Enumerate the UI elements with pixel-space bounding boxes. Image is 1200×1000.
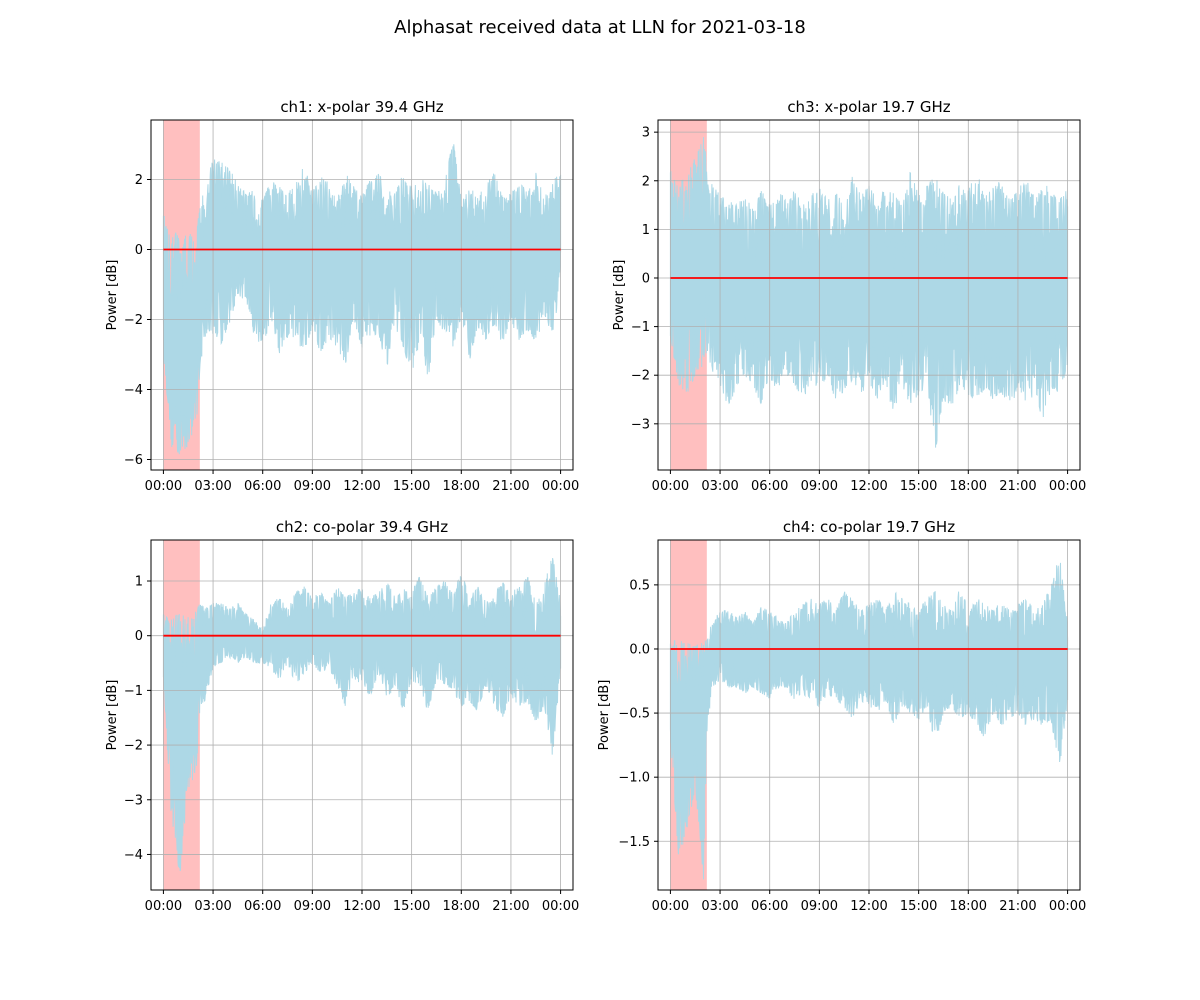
y-tick-label: −1 — [124, 684, 143, 699]
y-tick-label: 0.5 — [629, 578, 650, 593]
x-tick-label: 18:00 — [443, 899, 480, 914]
x-tick-label: 00:00 — [542, 479, 579, 494]
x-tick-label: 12:00 — [343, 899, 380, 914]
y-tick-label: 1 — [135, 575, 143, 590]
x-tick-label: 09:00 — [801, 479, 838, 494]
x-tick-label: 00:00 — [1049, 899, 1086, 914]
y-tick-label: 3 — [642, 126, 650, 141]
y-axis-label: Power [dB] — [105, 260, 120, 331]
x-tick-label: 15:00 — [393, 479, 430, 494]
x-tick-label: 15:00 — [393, 899, 430, 914]
x-tick-label: 00:00 — [652, 899, 689, 914]
y-tick-label: −1.5 — [618, 835, 650, 850]
y-tick-label: −6 — [124, 453, 143, 468]
subplot-1: 00:00 03:00 06:00 09:00 12:00 15:00 18:00 21:00… — [105, 98, 579, 494]
x-tick-label: 03:00 — [701, 899, 738, 914]
y-tick-label: 0 — [135, 243, 143, 258]
x-tick-label: 06:00 — [244, 899, 281, 914]
y-tick-label: −1 — [631, 320, 650, 335]
x-tick-label: 06:00 — [751, 899, 788, 914]
x-tick-label: 21:00 — [999, 479, 1036, 494]
x-tick-label: 00:00 — [145, 899, 182, 914]
x-tick-label: 21:00 — [999, 899, 1036, 914]
x-tick-label: 09:00 — [801, 899, 838, 914]
x-tick-label: 21:00 — [492, 479, 529, 494]
x-tick-label: 06:00 — [751, 479, 788, 494]
y-tick-label: −2 — [124, 739, 143, 754]
subplot-title: ch2: co-polar 39.4 GHz — [276, 518, 448, 536]
y-tick-label: 2 — [135, 173, 143, 188]
y-tick-label: −2 — [124, 313, 143, 328]
y-axis-label: Power [dB] — [612, 260, 627, 331]
x-tick-label: 00:00 — [542, 899, 579, 914]
y-tick-label: −3 — [124, 793, 143, 808]
y-tick-label: 0.0 — [629, 642, 650, 657]
subplot-title: ch1: x-polar 39.4 GHz — [280, 98, 443, 116]
x-tick-label: 18:00 — [950, 479, 987, 494]
x-tick-label: 06:00 — [244, 479, 281, 494]
y-tick-label: −2 — [631, 369, 650, 384]
subplot-2: 00:00 03:00 06:00 09:00 12:00 15:00 18:00 21:00… — [612, 98, 1086, 494]
x-tick-label: 03:00 — [701, 479, 738, 494]
y-axis-label: Power [dB] — [597, 680, 612, 751]
y-tick-label: −3 — [631, 417, 650, 432]
subplot-title: ch4: co-polar 19.7 GHz — [783, 518, 955, 536]
subplot-4: 00:00 03:00 06:00 09:00 12:00 15:00 18:00 21:00… — [597, 518, 1086, 914]
figure-title: Alphasat received data at LLN for 2021-0… — [394, 17, 806, 38]
x-tick-label: 18:00 — [443, 479, 480, 494]
x-tick-label: 12:00 — [850, 479, 887, 494]
y-tick-label: −1.0 — [618, 771, 650, 786]
y-tick-label: −4 — [124, 848, 143, 863]
x-tick-label: 12:00 — [343, 479, 380, 494]
x-tick-label: 00:00 — [145, 479, 182, 494]
x-tick-label: 15:00 — [900, 479, 937, 494]
x-tick-label: 12:00 — [850, 899, 887, 914]
y-tick-label: 0 — [642, 271, 650, 286]
y-tick-label: 1 — [642, 223, 650, 238]
y-axis-label: Power [dB] — [105, 680, 120, 751]
x-tick-label: 09:00 — [294, 899, 331, 914]
y-tick-label: −4 — [124, 383, 143, 398]
x-tick-label: 00:00 — [652, 479, 689, 494]
x-tick-label: 21:00 — [492, 899, 529, 914]
y-tick-label: 2 — [642, 174, 650, 189]
x-tick-label: 03:00 — [194, 899, 231, 914]
x-tick-label: 09:00 — [294, 479, 331, 494]
x-tick-label: 15:00 — [900, 899, 937, 914]
x-tick-label: 18:00 — [950, 899, 987, 914]
y-tick-label: 0 — [135, 629, 143, 644]
subplot-title: ch3: x-polar 19.7 GHz — [787, 98, 950, 116]
y-tick-label: −0.5 — [618, 707, 650, 722]
x-tick-label: 00:00 — [1049, 479, 1086, 494]
x-tick-label: 03:00 — [194, 479, 231, 494]
subplot-3: 00:00 03:00 06:00 09:00 12:00 15:00 18:00 21:00… — [105, 518, 579, 914]
